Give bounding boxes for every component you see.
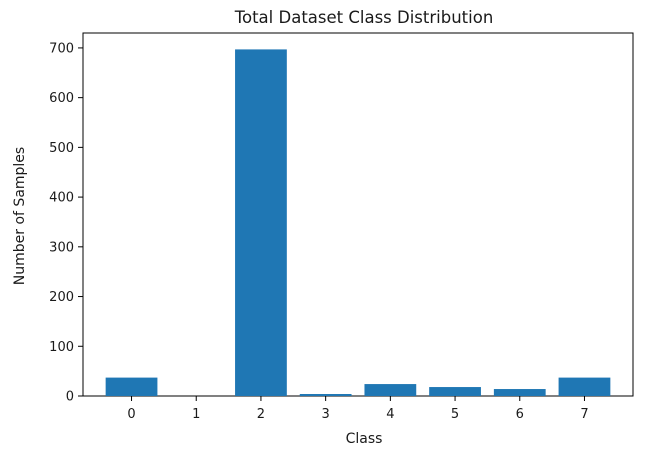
bars bbox=[105, 49, 611, 397]
bar-class-2 bbox=[235, 49, 287, 397]
bar-class-7 bbox=[558, 377, 611, 396]
chart-title: Total Dataset Class Distribution bbox=[234, 8, 494, 27]
x-axis-ticks: 0 1 2 3 4 5 6 7 bbox=[127, 396, 589, 422]
bar-class-4 bbox=[364, 384, 417, 396]
y-axis-label: Number of Samples bbox=[12, 147, 28, 285]
y-tick-label: 400 bbox=[49, 191, 74, 206]
plot-frame bbox=[82, 32, 634, 397]
x-tick-label: 4 bbox=[386, 407, 394, 422]
y-tick-label: 200 bbox=[49, 290, 74, 305]
y-tick-label: 500 bbox=[49, 141, 74, 156]
plot-area bbox=[82, 32, 634, 397]
x-tick-label: 6 bbox=[516, 407, 524, 422]
x-tick-label: 5 bbox=[451, 407, 459, 422]
y-axis-ticks: 0 100 200 300 400 500 600 700 bbox=[49, 41, 83, 405]
y-tick-label: 0 bbox=[66, 390, 74, 405]
x-axis-label: Class bbox=[346, 431, 383, 447]
bar-class-0 bbox=[105, 377, 158, 396]
y-tick-label: 100 bbox=[49, 340, 74, 355]
bar-class-3 bbox=[299, 394, 352, 396]
x-tick-label: 0 bbox=[127, 407, 135, 422]
y-tick-label: 700 bbox=[49, 41, 74, 56]
y-tick-label: 300 bbox=[49, 240, 74, 255]
y-tick-label: 600 bbox=[49, 91, 74, 106]
x-tick-label: 7 bbox=[580, 407, 588, 422]
x-tick-label: 3 bbox=[322, 407, 330, 422]
bar-class-5 bbox=[429, 387, 481, 396]
bar-class-6 bbox=[493, 389, 546, 396]
x-tick-label: 2 bbox=[257, 407, 265, 422]
x-tick-label: 1 bbox=[192, 407, 200, 422]
